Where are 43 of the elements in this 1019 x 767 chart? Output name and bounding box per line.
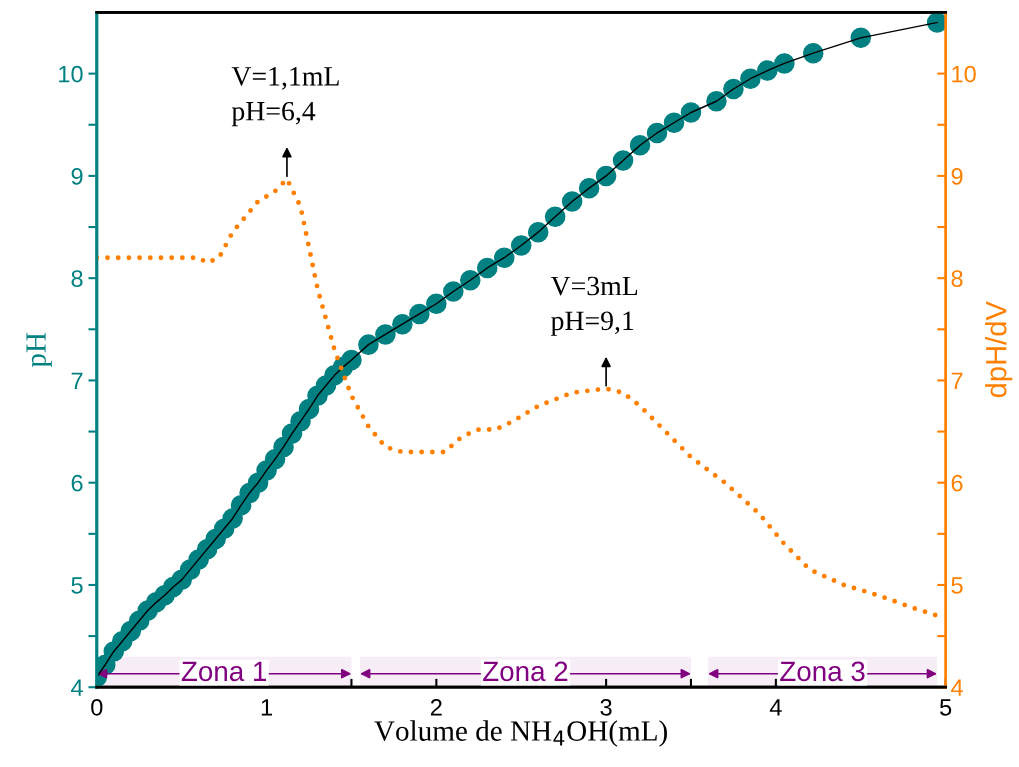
- point: [392, 313, 413, 335]
- y-tick-label: 9: [71, 167, 83, 185]
- x-tick-label: 0: [91, 698, 103, 716]
- point: [595, 165, 617, 187]
- y-tick-label: 10: [59, 65, 83, 83]
- y2-tick-label: 7: [951, 372, 963, 389]
- y-tick-label: 7: [71, 372, 83, 389]
- y-tick-label: 8: [71, 270, 83, 287]
- point: [629, 134, 651, 156]
- point: [510, 235, 532, 256]
- point: [460, 269, 481, 291]
- x-tick-label: 1: [261, 699, 272, 716]
- y2-tick-label: 6: [951, 474, 963, 492]
- point: [663, 112, 685, 133]
- y-tick-label: 4: [71, 679, 83, 696]
- point: [476, 257, 498, 279]
- point: [646, 122, 668, 144]
- band-label: Zona 2: [483, 661, 568, 682]
- annotation: V=1,1mL pH=6,4: [231, 67, 339, 127]
- y2-axis-title: dpH/dV: [985, 301, 1013, 398]
- point: [578, 177, 600, 199]
- point: [493, 247, 515, 268]
- y2-tick-label: 9: [951, 167, 963, 185]
- point: [426, 293, 447, 314]
- point: [561, 191, 583, 212]
- band-label: Zona 1: [181, 661, 267, 682]
- band-label: Zona 3: [780, 661, 865, 682]
- x-tick-label: 4: [769, 699, 782, 716]
- x-tick-label: 5: [940, 699, 952, 716]
- y2-tick-label: 10: [952, 65, 976, 83]
- x-tick-label: 2: [430, 698, 442, 716]
- y2-tick-label: 4: [951, 679, 963, 696]
- y-axis-title: pH: [26, 332, 52, 368]
- point: [774, 53, 795, 74]
- y2-tick-label: 5: [951, 577, 963, 594]
- annotation: V=3mL pH=9,1: [550, 276, 638, 336]
- y-tick-label: 6: [71, 474, 83, 492]
- y-tick-label: 5: [71, 577, 83, 594]
- point: [612, 150, 634, 171]
- x-tick-label: 3: [600, 698, 612, 716]
- y2-tick-label: 8: [951, 270, 963, 287]
- point: [341, 349, 362, 371]
- x-axis-title: Volume de NH$_{4}$OH(mL): [374, 720, 667, 747]
